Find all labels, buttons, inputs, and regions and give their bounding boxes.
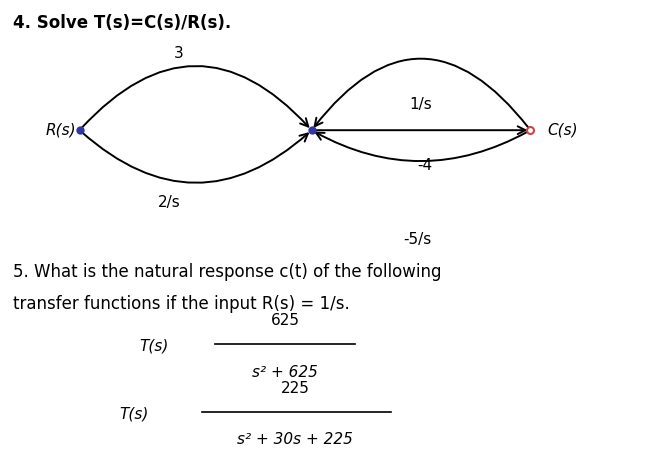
Text: -5/s: -5/s: [404, 232, 432, 247]
Text: -4: -4: [417, 158, 432, 173]
Text: 4. Solve T(s)=C(s)/R(s).: 4. Solve T(s)=C(s)/R(s).: [13, 14, 231, 32]
Text: T(s): T(s): [119, 406, 149, 421]
Text: 1/s: 1/s: [410, 97, 432, 112]
Text: T(s): T(s): [139, 339, 168, 354]
Text: s² + 30s + 225: s² + 30s + 225: [237, 432, 353, 447]
Text: transfer functions if the input R(s) = 1/s.: transfer functions if the input R(s) = 1…: [13, 295, 350, 313]
Text: 2/s: 2/s: [158, 195, 180, 210]
Text: 225: 225: [280, 381, 310, 396]
Text: C(s): C(s): [547, 123, 577, 138]
Text: R(s): R(s): [46, 123, 76, 138]
Text: 5. What is the natural response c(t) of the following: 5. What is the natural response c(t) of …: [13, 263, 442, 281]
Text: 625: 625: [271, 313, 300, 328]
Text: 3: 3: [174, 46, 184, 61]
Text: s² + 625: s² + 625: [252, 365, 318, 379]
